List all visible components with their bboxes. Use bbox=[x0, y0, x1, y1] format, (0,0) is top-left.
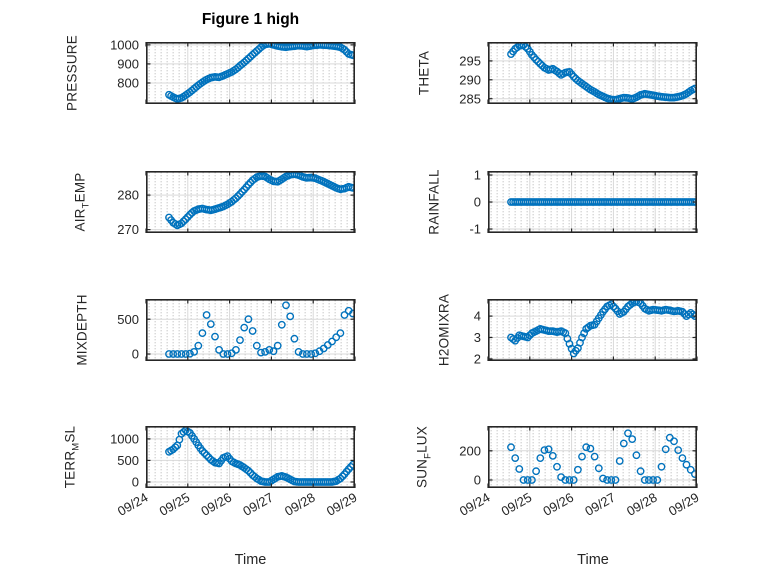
svg-text:09/27: 09/27 bbox=[582, 490, 618, 519]
plot-area: 800 900 1000 bbox=[110, 37, 356, 105]
plot-area: 0 500 bbox=[117, 299, 356, 362]
data-series bbox=[507, 429, 697, 484]
subplot-mixdepth: 0 500 MIXDEPTH bbox=[75, 294, 356, 366]
svg-text:200: 200 bbox=[459, 443, 481, 458]
subplot-h2omixra: 2 3 4 H2OMIXRA bbox=[437, 294, 698, 366]
svg-text:09/28: 09/28 bbox=[282, 490, 318, 519]
axes-box bbox=[488, 426, 697, 489]
plot-area: 285 290 295 bbox=[459, 42, 698, 106]
svg-text:800: 800 bbox=[117, 76, 139, 91]
svg-text:09/24: 09/24 bbox=[457, 490, 493, 519]
axes-box bbox=[146, 426, 355, 489]
minor-grid bbox=[146, 42, 355, 104]
svg-text:900: 900 bbox=[117, 56, 139, 71]
svg-text:-1: -1 bbox=[469, 222, 481, 237]
svg-text:09/26: 09/26 bbox=[198, 490, 234, 519]
subplot-theta: 285 290 295 THETA bbox=[417, 42, 698, 106]
data-series bbox=[165, 171, 355, 230]
x-axis-title-right: Time bbox=[577, 552, 609, 568]
svg-text:285: 285 bbox=[459, 91, 481, 106]
svg-text:500: 500 bbox=[117, 312, 139, 327]
y-axis-label: PRESSURE bbox=[64, 35, 80, 111]
svg-text:2: 2 bbox=[474, 351, 481, 366]
svg-text:09/25: 09/25 bbox=[499, 490, 535, 519]
svg-text:3: 3 bbox=[474, 330, 481, 345]
axes-box bbox=[146, 171, 355, 234]
subplot-rainfall: -1 0 1 RAINFALL bbox=[427, 168, 698, 237]
svg-text:09/27: 09/27 bbox=[240, 490, 276, 519]
subplot-terr-msl: 0 500 1000 09/24 09/25 09/26 09/27 09/28 09/29 T… bbox=[63, 426, 360, 519]
x-axis-title-left: Time bbox=[234, 552, 267, 568]
axes-box bbox=[146, 299, 355, 362]
y-axis-label: MIXDEPTH bbox=[74, 294, 90, 366]
svg-text:09/28: 09/28 bbox=[624, 490, 660, 519]
svg-text:280: 280 bbox=[117, 188, 139, 203]
subplot-sun-flux: 0 200 09/24 09/25 09/26 09/27 09/28 09/29 SUNFL… bbox=[415, 426, 702, 519]
y-axis-label: RAINFALL bbox=[426, 169, 442, 235]
y-axis-label: TERRMSL bbox=[62, 425, 82, 489]
plot-area: 0 500 1000 09/24 09/25 09/26 09/27 09/28 09/29 bbox=[110, 426, 360, 519]
svg-text:0: 0 bbox=[132, 347, 139, 362]
data-series bbox=[165, 426, 355, 486]
svg-text:500: 500 bbox=[117, 453, 139, 468]
svg-text:09/26: 09/26 bbox=[540, 490, 576, 519]
svg-text:270: 270 bbox=[117, 222, 139, 237]
y-axis-label: THETA bbox=[416, 50, 432, 96]
svg-text:0: 0 bbox=[474, 195, 481, 210]
svg-text:1000: 1000 bbox=[110, 37, 139, 52]
svg-text:0: 0 bbox=[132, 475, 139, 490]
svg-text:09/29: 09/29 bbox=[324, 490, 360, 519]
plot-area: 2 3 4 bbox=[474, 299, 698, 366]
svg-text:4: 4 bbox=[474, 309, 481, 324]
svg-text:09/24: 09/24 bbox=[115, 490, 151, 519]
svg-text:09/25: 09/25 bbox=[157, 490, 193, 519]
svg-text:0: 0 bbox=[474, 473, 481, 488]
subplot-pressure: 800 900 1000 PRESSURE bbox=[65, 35, 356, 111]
plot-area: 0 200 09/24 09/25 09/26 09/27 09/28 09/29 bbox=[457, 426, 702, 519]
axes-box bbox=[146, 42, 355, 105]
minor-grid bbox=[488, 426, 697, 488]
svg-text:09/29: 09/29 bbox=[666, 490, 702, 519]
axes-box bbox=[488, 42, 697, 105]
plot-area: -1 0 1 bbox=[469, 168, 698, 237]
y-axis-label: AIRTEMP bbox=[72, 172, 92, 232]
data-series bbox=[507, 299, 697, 358]
data-series bbox=[165, 42, 355, 103]
svg-text:1: 1 bbox=[474, 168, 481, 183]
plot-area: 270 280 bbox=[117, 171, 356, 237]
subplot-air-temp: 270 280 AIRTEMP bbox=[73, 171, 356, 237]
data-series bbox=[165, 301, 355, 358]
data-series bbox=[507, 198, 697, 206]
figure-title: Figure 1 high bbox=[201, 11, 300, 28]
y-axis-label: SUNFLUX bbox=[414, 426, 434, 488]
y-axis-label: H2OMIXRA bbox=[436, 293, 452, 367]
svg-text:1000: 1000 bbox=[110, 431, 139, 446]
svg-text:290: 290 bbox=[459, 72, 481, 87]
svg-text:295: 295 bbox=[459, 53, 481, 68]
axes-box bbox=[488, 299, 697, 362]
